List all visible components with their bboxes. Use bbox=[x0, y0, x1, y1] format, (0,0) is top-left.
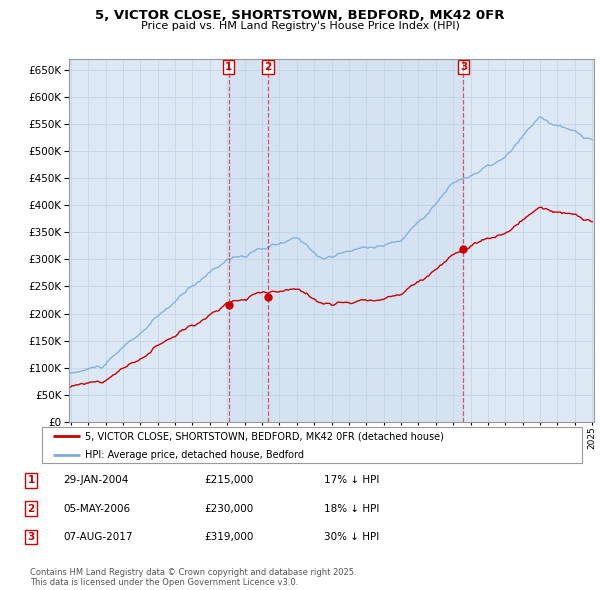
Text: HPI: Average price, detached house, Bedford: HPI: Average price, detached house, Bedf… bbox=[85, 450, 304, 460]
Text: 1: 1 bbox=[225, 62, 232, 72]
Text: 2: 2 bbox=[28, 504, 35, 513]
Bar bbox=[229, 59, 463, 422]
Text: £319,000: £319,000 bbox=[204, 532, 253, 542]
Text: 5, VICTOR CLOSE, SHORTSTOWN, BEDFORD, MK42 0FR (detached house): 5, VICTOR CLOSE, SHORTSTOWN, BEDFORD, MK… bbox=[85, 431, 444, 441]
Text: 3: 3 bbox=[28, 532, 35, 542]
Text: Price paid vs. HM Land Registry's House Price Index (HPI): Price paid vs. HM Land Registry's House … bbox=[140, 21, 460, 31]
Text: Contains HM Land Registry data © Crown copyright and database right 2025.
This d: Contains HM Land Registry data © Crown c… bbox=[30, 568, 356, 587]
Text: 1: 1 bbox=[28, 476, 35, 485]
Text: 07-AUG-2017: 07-AUG-2017 bbox=[63, 532, 133, 542]
Text: 3: 3 bbox=[460, 62, 467, 72]
Text: £215,000: £215,000 bbox=[204, 476, 253, 485]
Text: £230,000: £230,000 bbox=[204, 504, 253, 513]
Text: 17% ↓ HPI: 17% ↓ HPI bbox=[324, 476, 379, 485]
Text: 2: 2 bbox=[265, 62, 272, 72]
Text: 18% ↓ HPI: 18% ↓ HPI bbox=[324, 504, 379, 513]
Text: 5, VICTOR CLOSE, SHORTSTOWN, BEDFORD, MK42 0FR: 5, VICTOR CLOSE, SHORTSTOWN, BEDFORD, MK… bbox=[95, 9, 505, 22]
Text: 29-JAN-2004: 29-JAN-2004 bbox=[63, 476, 128, 485]
Text: 05-MAY-2006: 05-MAY-2006 bbox=[63, 504, 130, 513]
Text: 30% ↓ HPI: 30% ↓ HPI bbox=[324, 532, 379, 542]
